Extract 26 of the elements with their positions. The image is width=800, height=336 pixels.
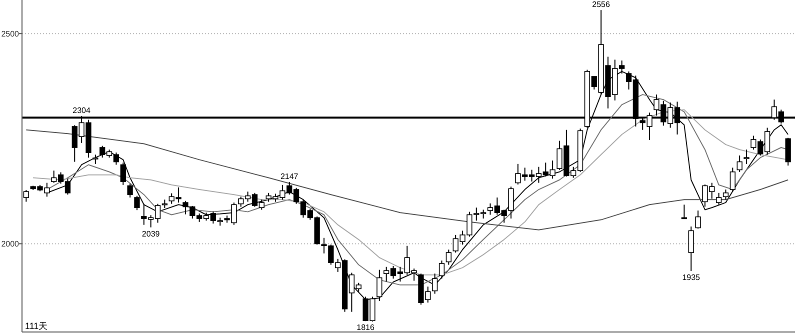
candlestick (716, 192, 722, 206)
candlestick (134, 195, 140, 211)
annotation: 1935 (682, 273, 701, 282)
annotation: 2304 (72, 106, 92, 115)
candlestick (92, 154, 98, 164)
candlestick (722, 189, 729, 200)
candlestick (23, 189, 29, 202)
annotation: 1816 (356, 323, 376, 332)
y-tick-label: 2000 (1, 240, 20, 249)
candlestick (376, 269, 382, 302)
candlestick (736, 154, 742, 172)
y-tick-label: 2500 (1, 30, 20, 39)
candlestick (120, 162, 126, 186)
annotation: 2147 (280, 172, 299, 181)
annotation: 2039 (142, 229, 160, 238)
candlestick (432, 273, 438, 294)
candlestick (744, 149, 750, 164)
candlestick (730, 167, 736, 192)
candlestick (688, 226, 694, 272)
candlestick (127, 183, 133, 198)
candlestick (785, 137, 791, 166)
candlestick (695, 210, 701, 230)
candlestick (446, 249, 452, 266)
annotation: 111天 (25, 321, 48, 331)
candlestick (438, 260, 445, 280)
annotation: 2556 (592, 0, 611, 10)
